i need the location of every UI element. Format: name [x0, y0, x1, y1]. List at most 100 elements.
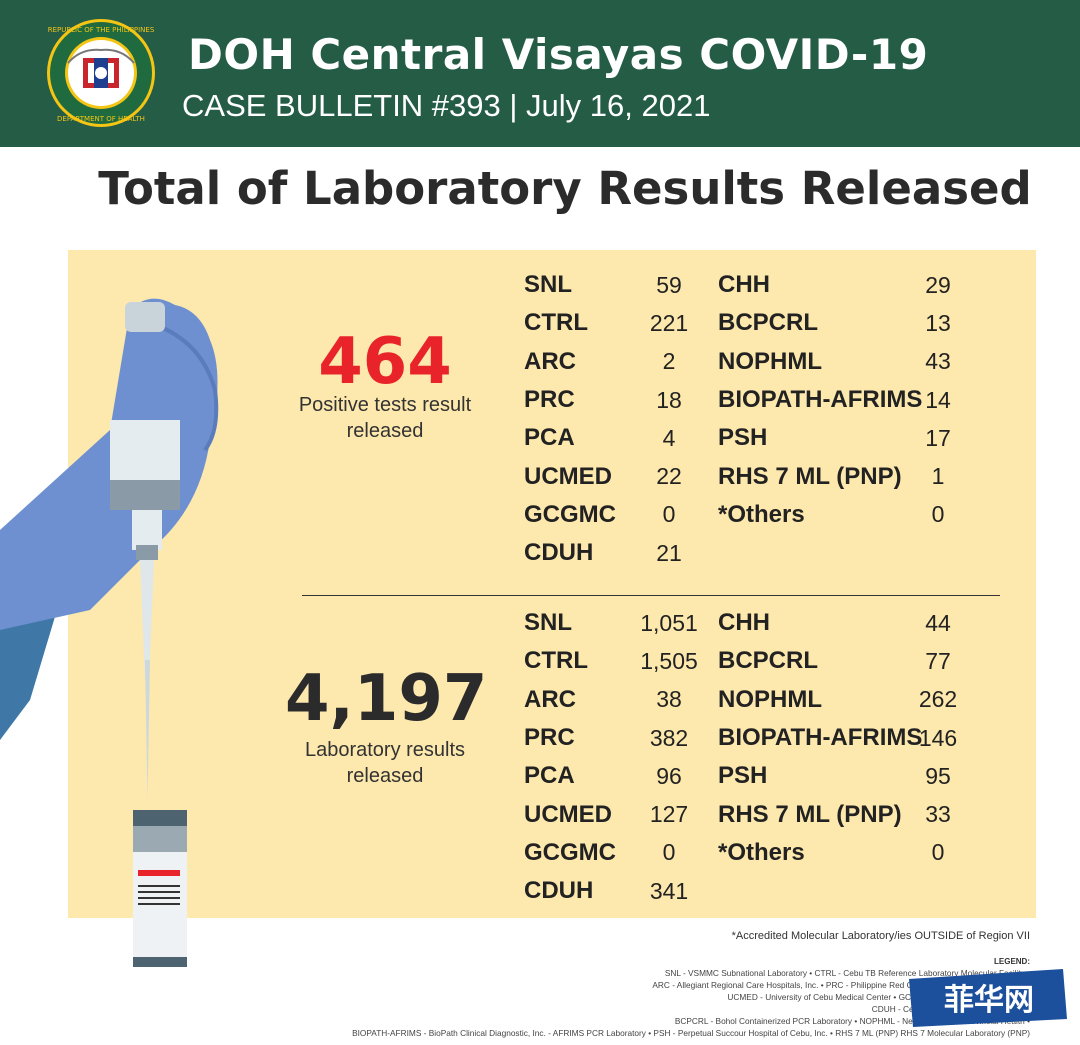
legend-line: BCPCRL - Bohol Containerized PCR Laborat…: [674, 1016, 1030, 1027]
lab-name: ARC: [524, 685, 576, 713]
lab-name: ARC: [524, 347, 576, 375]
lab-count: 38: [656, 686, 682, 713]
header-title: DOH Central Visayas COVID-19: [188, 30, 929, 79]
released-caption: Laboratory results released: [285, 737, 485, 789]
lab-name: PCA: [524, 762, 575, 790]
lab-name: CTRL: [524, 309, 588, 337]
lab-name: PCA: [524, 424, 575, 452]
lab-count: 1,051: [640, 609, 698, 636]
lab-count: 17: [925, 424, 951, 451]
released-total: 4,197: [285, 662, 488, 736]
lab-count: 33: [925, 801, 951, 828]
lab-result-row: PCA 96: [524, 757, 719, 795]
lab-result-row: *Others 0: [718, 496, 968, 534]
lab-count: 0: [931, 501, 945, 528]
lab-count: 262: [918, 686, 958, 713]
lab-count: 44: [925, 609, 951, 636]
legend-title: LEGEND:: [994, 957, 1030, 966]
lab-count: 21: [656, 539, 682, 566]
lab-result-row: CHH 44: [718, 604, 968, 642]
lab-name: RHS 7 ML (PNP): [718, 462, 902, 490]
lab-count: 59: [656, 271, 682, 298]
lab-name: *Others: [718, 838, 805, 866]
lab-name: CHH: [718, 609, 770, 637]
lab-count: 22: [656, 463, 682, 490]
lab-result-row: BCPCRL 77: [718, 642, 968, 680]
lab-count: 4: [662, 424, 676, 451]
lab-count: 127: [649, 801, 689, 828]
section-divider: [302, 595, 1000, 596]
lab-result-row: UCMED 127: [524, 795, 719, 833]
released-right-table: CHH 44 BCPCRL 77 NOPHML 262 BIOPATH-AFRIMS 146 P…: [718, 604, 968, 872]
lab-name: PSH: [718, 762, 768, 790]
lab-count: 146: [918, 724, 958, 751]
lab-result-row: ARC 38: [524, 681, 719, 719]
seal-text-top: REPUBLIC OF THE PHILIPPINES: [48, 26, 155, 34]
legend-line: ARC - Allegiant Regional Care Hospitals,…: [652, 980, 1030, 991]
lab-count: 43: [925, 348, 951, 375]
lab-result-row: CTRL 221: [524, 304, 719, 342]
lab-name: SNL: [524, 271, 572, 299]
lab-result-row: NOPHML 262: [718, 681, 968, 719]
lab-result-row: BIOPATH-AFRIMS 146: [718, 719, 968, 757]
lab-count: 341: [649, 877, 689, 904]
lab-name: BCPCRL: [718, 647, 818, 675]
lab-count: 18: [656, 386, 682, 413]
lab-result-row: GCGMC 0: [524, 834, 719, 872]
lab-result-row: *Others 0: [718, 834, 968, 872]
lab-name: CDUH: [524, 877, 594, 905]
watermark-text: 菲华网: [944, 983, 1034, 1018]
lab-count: 0: [662, 501, 676, 528]
positive-caption-line2: released: [346, 420, 424, 442]
lab-count: 96: [656, 762, 682, 789]
positive-caption: Positive tests result released: [285, 392, 485, 444]
lab-count: 77: [925, 647, 951, 674]
lab-name: PSH: [718, 424, 768, 452]
lab-name: *Others: [718, 500, 805, 528]
lab-name: NOPHML: [718, 685, 822, 713]
lab-name: CDUH: [524, 539, 594, 567]
lab-count: 14: [925, 386, 951, 413]
doh-seal-logo: REPUBLIC OF THE PHILIPPINES DEPARTMENT O…: [47, 19, 155, 127]
positive-right-table: CHH 29 BCPCRL 13 NOPHML 43 BIOPATH-AFRIMS 14 PSH…: [718, 266, 968, 534]
lab-result-row: PRC 18: [524, 381, 719, 419]
lab-result-row: BCPCRL 13: [718, 304, 968, 342]
seal-text-bottom: DEPARTMENT OF HEALTH: [57, 115, 145, 123]
lab-result-row: BIOPATH-AFRIMS 14: [718, 381, 968, 419]
lab-name: BIOPATH-AFRIMS: [718, 386, 923, 414]
header-bar: REPUBLIC OF THE PHILIPPINES DEPARTMENT O…: [0, 0, 1080, 147]
lab-name: BCPCRL: [718, 309, 818, 337]
lab-result-row: CDUH 341: [524, 872, 719, 910]
legend-line: SNL - VSMMC Subnational Laboratory • CTR…: [664, 968, 1030, 978]
lab-result-row: RHS 7 ML (PNP) 1: [718, 457, 968, 495]
lab-count: 13: [925, 309, 951, 336]
results-panel: [68, 250, 1036, 918]
positive-left-table: SNL 59 CTRL 221 ARC 2 PRC 18 PCA 4 UCMED 22 GCGMC 0 CD…: [524, 266, 719, 572]
lab-count: 1: [931, 463, 945, 490]
lab-name: CTRL: [524, 647, 588, 675]
lab-name: UCMED: [524, 462, 612, 490]
accreditation-footnote: *Accredited Molecular Laboratory/ies OUT…: [731, 930, 1030, 942]
lab-name: CHH: [718, 271, 770, 299]
lab-name: GCGMC: [524, 838, 616, 866]
lab-result-row: CDUH 21: [524, 534, 719, 572]
lab-result-row: SNL 1,051: [524, 604, 719, 642]
lab-result-row: PSH 17: [718, 419, 968, 457]
legend-line: BIOPATH-AFRIMS - BioPath Clinical Diagno…: [352, 1028, 1030, 1039]
lab-name: UCMED: [524, 800, 612, 828]
positive-caption-line1: Positive tests result: [298, 394, 472, 416]
released-left-table: SNL 1,051 CTRL 1,505 ARC 38 PRC 382 PCA 96 UCMED 12…: [524, 604, 719, 910]
lab-count: 1,505: [640, 647, 698, 674]
lab-count: 221: [649, 309, 689, 336]
lab-result-row: CTRL 1,505: [524, 642, 719, 680]
lab-result-row: GCGMC 0: [524, 496, 719, 534]
lab-result-row: PCA 4: [524, 419, 719, 457]
lab-result-row: PSH 95: [718, 757, 968, 795]
lab-result-row: PRC 382: [524, 719, 719, 757]
lab-name: PRC: [524, 724, 575, 752]
lab-name: NOPHML: [718, 347, 822, 375]
lab-name: RHS 7 ML (PNP): [718, 800, 902, 828]
page-title: Total of Laboratory Results Released: [98, 162, 1032, 215]
bulletin-subtitle: CASE BULLETIN #393 | July 16, 2021: [182, 88, 711, 123]
lab-result-row: SNL 59: [524, 266, 719, 304]
